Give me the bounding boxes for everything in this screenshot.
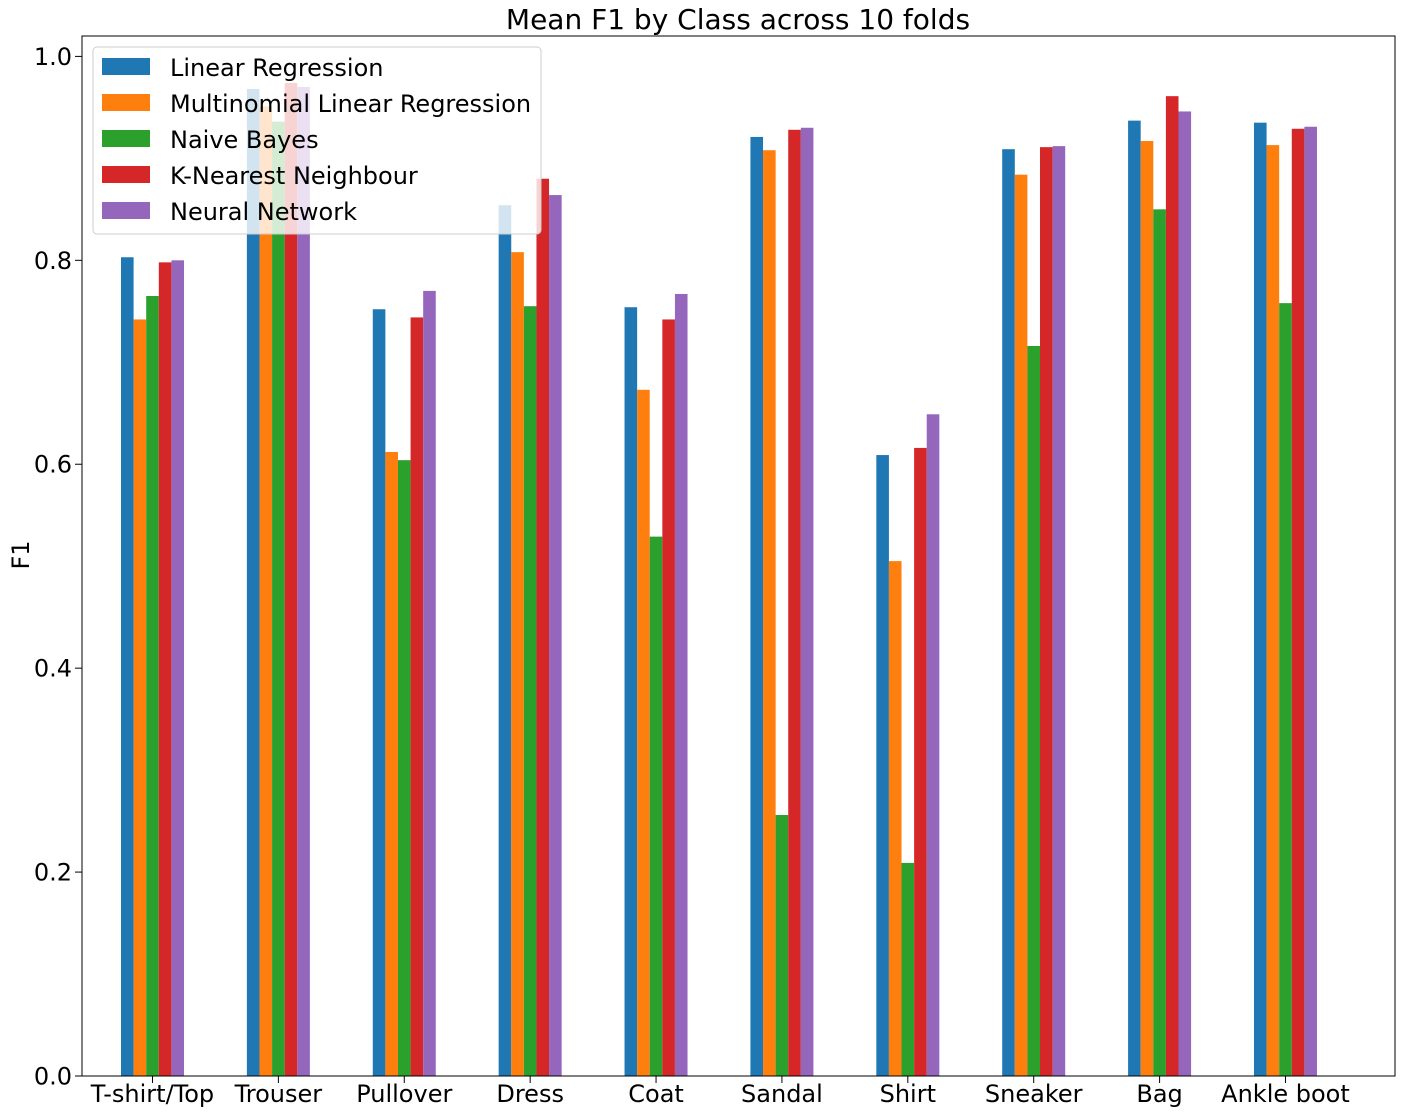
bar — [171, 260, 184, 1076]
y-tick-label: 0.0 — [34, 1063, 72, 1091]
bar — [926, 414, 940, 1076]
bar — [1014, 174, 1028, 1077]
bar — [1052, 146, 1066, 1076]
legend-label: Linear Regression — [170, 54, 384, 82]
bar — [1128, 120, 1141, 1076]
legend-label: Multinomial Linear Regression — [170, 90, 531, 118]
bar — [1153, 209, 1166, 1076]
bar — [121, 257, 134, 1076]
x-tick-label: Bag — [1136, 1080, 1182, 1108]
bar — [888, 561, 902, 1076]
legend-swatch — [102, 202, 150, 219]
bar — [763, 150, 776, 1076]
y-tick-label: 0.8 — [34, 247, 72, 275]
chart-title: Mean F1 by Class across 10 folds — [506, 3, 970, 36]
legend-box — [92, 46, 542, 235]
legend-label: Naive Bayes — [170, 126, 319, 154]
bar — [775, 814, 789, 1076]
legend-label: K-Nearest Neighbour — [170, 162, 418, 190]
bar — [284, 82, 298, 1076]
bar — [1291, 128, 1305, 1076]
plot-area-frame — [81, 35, 1396, 1077]
x-tick-label: T-shirt/Top — [90, 1080, 214, 1108]
bar — [423, 290, 436, 1076]
bar — [385, 452, 398, 1076]
bar — [272, 121, 285, 1076]
bar — [246, 89, 260, 1076]
x-tick-label: Trouser — [234, 1080, 323, 1108]
bar — [750, 136, 764, 1076]
bar — [1165, 96, 1179, 1076]
bar — [624, 307, 638, 1077]
y-tick-label: 0.6 — [34, 451, 72, 479]
bar — [1140, 141, 1154, 1076]
bar — [662, 319, 675, 1076]
x-axis: T-shirt/Top Trouser Pullover Dress Coat Sanda… — [90, 1076, 1350, 1108]
bar — [674, 293, 688, 1077]
y-tick-label: 0.4 — [34, 655, 72, 683]
legend-swatch — [102, 130, 150, 147]
x-tick-label: Coat — [628, 1080, 684, 1108]
bar — [158, 262, 172, 1077]
bar — [536, 178, 550, 1076]
bar — [1027, 345, 1040, 1077]
y-axis-label: F1 — [7, 540, 35, 569]
legend: Linear Regression Multinomial Linear Regr… — [92, 46, 542, 235]
x-tick-label: Dress — [496, 1080, 564, 1108]
bar — [549, 195, 562, 1076]
x-tick-label: Ankle boot — [1221, 1080, 1350, 1108]
bar — [146, 296, 159, 1076]
bars-group — [121, 82, 1317, 1077]
y-tick-label: 1.0 — [34, 43, 72, 71]
x-tick-label: Sneaker — [985, 1080, 1083, 1108]
bar — [1178, 111, 1192, 1076]
bar — [876, 455, 889, 1076]
bar — [649, 536, 663, 1076]
legend-swatch — [102, 166, 150, 183]
bar — [1279, 303, 1292, 1076]
bar — [297, 86, 310, 1077]
y-tick-label: 0.2 — [34, 859, 72, 887]
bar — [800, 127, 814, 1076]
bar — [788, 129, 801, 1077]
bar — [1304, 126, 1317, 1076]
bar — [637, 389, 650, 1076]
bar — [1040, 147, 1053, 1076]
y-axis: 0.0 0.2 0.4 0.6 0.8 1.0 — [34, 43, 82, 1091]
x-tick-label: Shirt — [880, 1080, 936, 1108]
bar — [259, 106, 273, 1077]
legend-label: Neural Network — [170, 198, 357, 226]
bar — [498, 205, 512, 1076]
bar — [511, 252, 524, 1076]
bar — [1266, 145, 1280, 1077]
bar — [372, 309, 386, 1076]
bar — [523, 306, 537, 1076]
bar — [133, 319, 147, 1076]
bar — [1253, 122, 1267, 1077]
bar — [410, 317, 424, 1076]
bar — [397, 460, 411, 1076]
legend-swatch — [102, 94, 150, 111]
x-tick-label: Pullover — [356, 1080, 452, 1108]
x-tick-label: Sandal — [741, 1080, 823, 1108]
bar — [901, 862, 915, 1076]
legend-swatch — [102, 58, 150, 75]
bar — [914, 447, 927, 1076]
bar — [1002, 149, 1015, 1076]
